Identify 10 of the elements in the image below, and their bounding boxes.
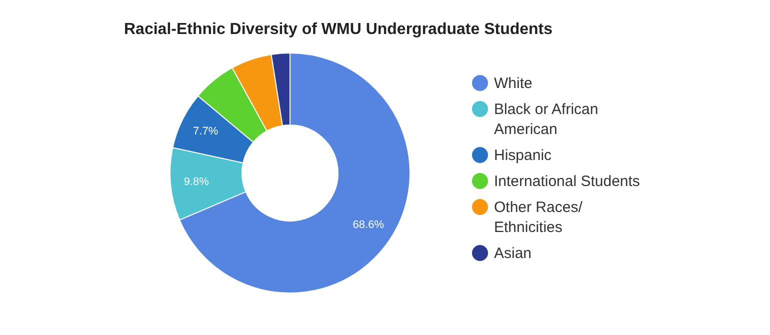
legend-label: Hispanic: [494, 146, 552, 164]
legend-label: Black or African American: [494, 100, 598, 138]
data-label: 9.8%: [184, 176, 210, 188]
legend-label: International Students: [494, 172, 640, 190]
legend-label: Other Races/ Ethnicities: [494, 198, 584, 236]
legend-label: Asian: [494, 244, 532, 262]
chart-title: Racial-Ethnic Diversity of WMU Undergraduate Students: [124, 21, 553, 38]
legend-label: White: [494, 74, 532, 92]
data-label: 7.7%: [193, 126, 218, 138]
data-label: 68.6%: [352, 218, 384, 231]
